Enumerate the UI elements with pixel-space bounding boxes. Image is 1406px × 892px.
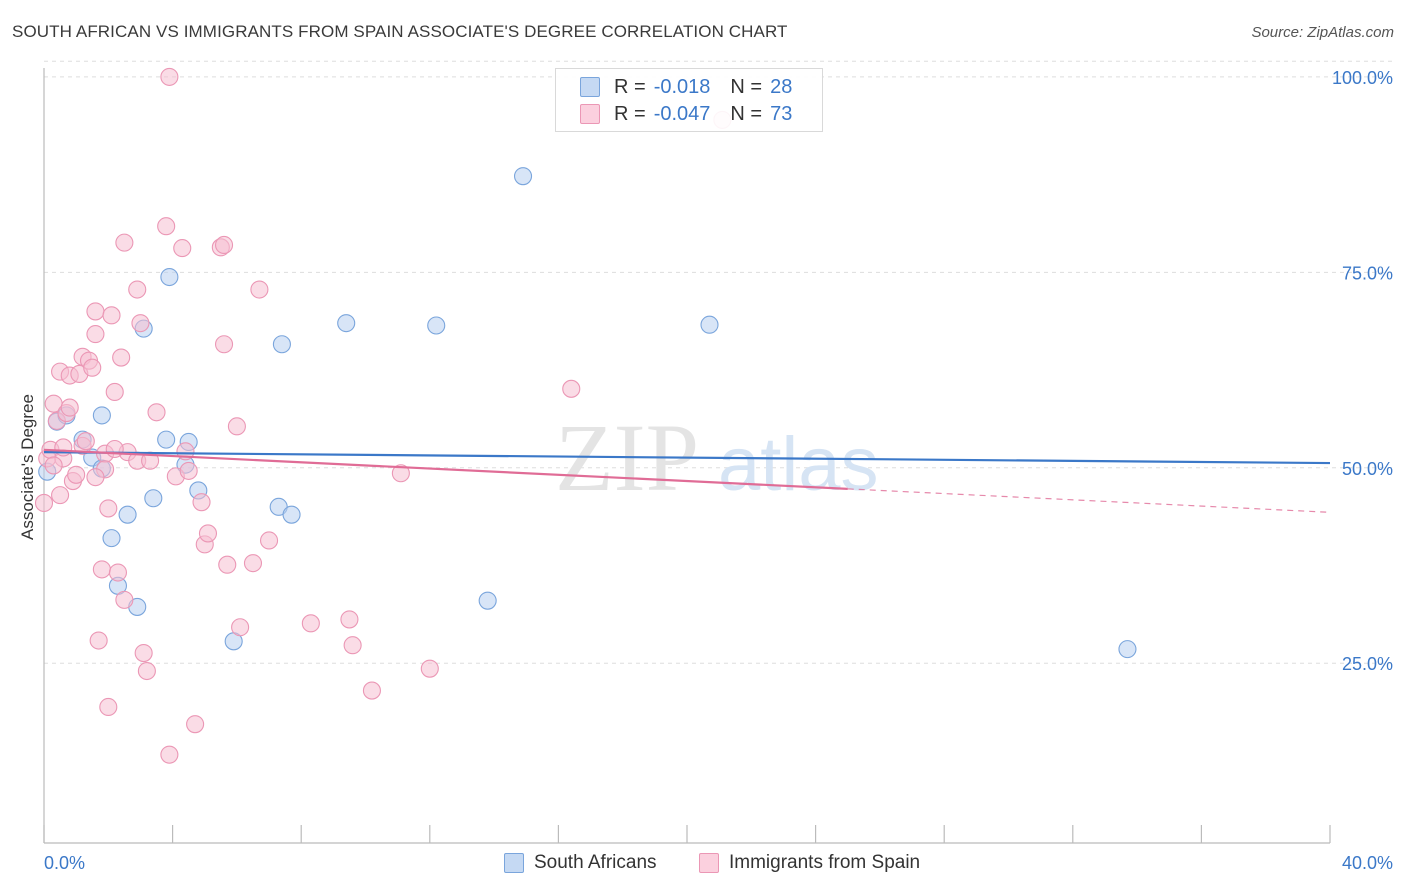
data-point	[128, 280, 147, 299]
data-point	[214, 235, 234, 255]
data-point	[362, 681, 381, 700]
data-point	[282, 505, 301, 524]
watermark-atlas: atlas	[718, 422, 879, 507]
data-point	[160, 67, 179, 86]
data-point	[231, 618, 250, 637]
y-tick-label: 50.0%	[1342, 459, 1393, 479]
data-point	[86, 302, 105, 321]
data-point	[259, 531, 279, 550]
data-point	[34, 493, 54, 512]
trend-line-dashed	[847, 488, 1331, 513]
legend-r-value: -0.018	[653, 75, 711, 98]
data-point	[343, 636, 362, 655]
data-point	[562, 379, 581, 398]
data-point	[83, 358, 102, 377]
legend-n-label: N =	[730, 102, 763, 125]
series-legend-immigrants-from-spain: Immigrants from Spain	[699, 852, 920, 874]
data-point	[134, 643, 153, 663]
data-point	[420, 659, 439, 678]
data-point	[131, 314, 150, 333]
data-point	[218, 555, 237, 574]
y-tick-label: 25.0%	[1342, 654, 1393, 674]
data-point	[115, 233, 134, 252]
source-label: Source: ZipAtlas.com	[1251, 24, 1394, 41]
legend-r-label: R =	[614, 75, 646, 98]
y-tick-label: 75.0%	[1342, 263, 1393, 283]
data-point	[157, 430, 176, 449]
data-point	[243, 554, 263, 573]
data-point	[340, 610, 359, 629]
data-point	[86, 325, 105, 344]
legend-r-value: -0.047	[653, 102, 711, 125]
legend-n-value: 28	[770, 75, 793, 98]
trend-line	[43, 448, 848, 490]
grid-lines	[44, 60, 1392, 664]
data-point	[67, 465, 86, 484]
tick-labels: 25.0% 50.0% 75.0% 100.0% 0.0% 40.0%	[44, 68, 1393, 873]
trend-lines	[43, 448, 1331, 513]
legend-r-label: R =	[614, 102, 646, 125]
data-point	[44, 456, 63, 475]
data-point	[272, 335, 291, 354]
data-point	[99, 697, 118, 717]
chart-title: SOUTH AFRICAN VS IMMIGRANTS FROM SPAIN A…	[12, 22, 788, 41]
data-point	[115, 590, 134, 609]
data-point	[700, 315, 719, 334]
series-name: Immigrants from Spain	[729, 852, 921, 873]
data-point	[51, 486, 70, 505]
trend-line	[43, 451, 1331, 465]
x-tick-label: 0.0%	[44, 853, 85, 873]
data-point	[92, 406, 111, 425]
legend-row-immigrants-from-spain: R = -0.047 N = 73	[580, 101, 812, 127]
data-point	[391, 464, 410, 483]
data-point	[513, 167, 533, 186]
legend-swatch-blue	[580, 77, 600, 97]
series-name: South Africans	[534, 852, 657, 873]
data-point	[478, 591, 497, 610]
data-point	[160, 745, 179, 764]
data-point	[89, 631, 108, 650]
data-point	[179, 461, 198, 480]
data-point	[144, 489, 163, 508]
correlation-legend: R = -0.018 N = 28 R = -0.047 N = 73	[555, 68, 823, 132]
legend-row-south-africans: R = -0.018 N = 28	[580, 74, 812, 100]
legend-swatch-pink	[580, 104, 600, 124]
data-point	[250, 280, 269, 299]
series-swatch-pink	[699, 853, 719, 873]
data-point	[214, 335, 234, 354]
data-point	[112, 348, 131, 367]
data-point	[102, 306, 121, 325]
data-point	[301, 614, 320, 633]
data-point	[147, 403, 166, 422]
y-tick-label: 100.0%	[1332, 68, 1393, 88]
data-point	[118, 505, 137, 524]
data-point	[92, 560, 111, 579]
data-point	[60, 398, 79, 417]
y-axis-label: Associate's Degree	[18, 394, 37, 540]
data-point	[173, 239, 192, 258]
data-point	[198, 524, 218, 543]
x-tick-label: 40.0%	[1342, 853, 1393, 873]
data-point	[99, 499, 118, 518]
series-swatch-blue	[504, 853, 524, 873]
data-point	[76, 432, 95, 451]
data-point	[86, 468, 105, 487]
data-point	[105, 382, 124, 401]
data-point	[186, 715, 205, 734]
legend-n-label: N =	[730, 75, 763, 98]
data-point	[1118, 640, 1137, 659]
data-point	[157, 217, 176, 236]
data-point	[160, 267, 179, 287]
data-point	[192, 493, 211, 512]
data-point	[105, 439, 124, 459]
legend-n-value: 73	[770, 102, 793, 125]
data-point	[227, 417, 246, 436]
data-point	[337, 314, 356, 333]
data-point	[427, 316, 446, 335]
data-point	[108, 563, 127, 582]
data-point	[102, 529, 121, 548]
series-legend-south-africans: South Africans	[504, 852, 657, 874]
data-point	[137, 661, 156, 681]
